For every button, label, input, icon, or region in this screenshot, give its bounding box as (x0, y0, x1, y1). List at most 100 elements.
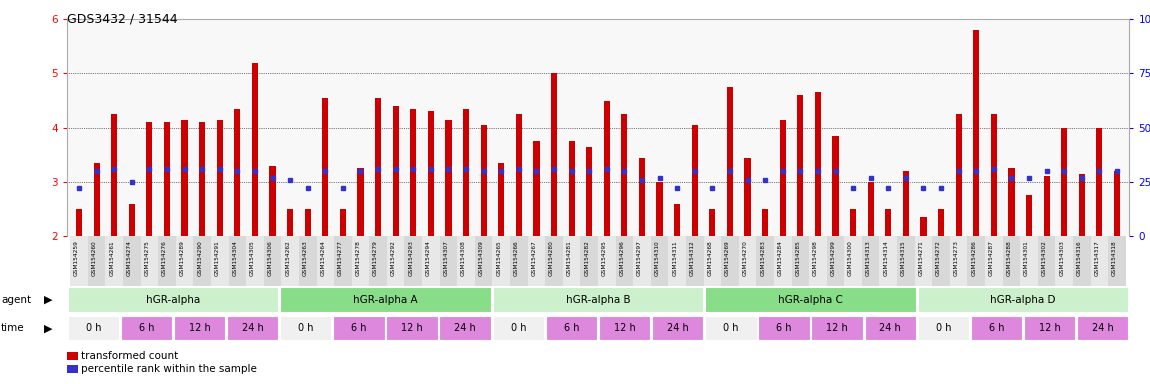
Bar (227, 316, 278, 340)
Text: 0 h: 0 h (85, 323, 101, 333)
Bar (668, 236, 685, 286)
Bar (1096, 127, 1103, 236)
Bar (880, 236, 897, 286)
Text: hGR-alpha D: hGR-alpha D (990, 295, 1056, 305)
Bar (652, 316, 704, 340)
Bar (112, 114, 117, 236)
Bar (551, 73, 557, 236)
Text: 24 h: 24 h (454, 323, 476, 333)
Text: GSM154286: GSM154286 (972, 240, 976, 276)
Bar (705, 287, 915, 312)
Bar (299, 236, 316, 286)
Bar (710, 209, 715, 236)
Bar (691, 125, 698, 236)
Text: GSM154312: GSM154312 (690, 240, 695, 276)
Bar (986, 236, 1003, 286)
Bar (1037, 236, 1056, 286)
Bar (246, 236, 263, 286)
Text: GSM154305: GSM154305 (250, 240, 255, 276)
Bar (281, 316, 331, 340)
Bar (634, 236, 651, 286)
Bar (865, 316, 915, 340)
Bar (352, 236, 369, 286)
Bar (176, 236, 193, 286)
Bar (106, 236, 123, 286)
Bar (411, 109, 416, 236)
Bar (511, 236, 528, 286)
Text: 0 h: 0 h (298, 323, 314, 333)
Text: GSM154299: GSM154299 (830, 240, 836, 276)
Bar (727, 87, 733, 236)
Text: GSM154291: GSM154291 (215, 240, 220, 276)
Bar (815, 93, 821, 236)
Bar (375, 98, 381, 236)
Bar (621, 114, 628, 236)
Bar (282, 236, 299, 286)
Bar (269, 166, 276, 236)
Bar (422, 236, 439, 286)
Bar (123, 236, 140, 286)
Bar (598, 236, 615, 286)
Bar (546, 316, 597, 340)
Text: GSM154304: GSM154304 (232, 240, 237, 276)
Bar (1090, 236, 1109, 286)
Bar (744, 157, 751, 236)
Bar (797, 95, 804, 236)
Text: hGR-alpha A: hGR-alpha A (353, 295, 417, 305)
Bar (439, 316, 491, 340)
Bar (305, 209, 310, 236)
Bar (704, 236, 721, 286)
Bar (492, 287, 704, 312)
Bar (791, 236, 810, 286)
Bar (216, 119, 223, 236)
Bar (1056, 236, 1073, 286)
Bar (991, 114, 997, 236)
Bar (93, 163, 100, 236)
Bar (174, 316, 225, 340)
Bar (182, 119, 187, 236)
Text: GSM154272: GSM154272 (936, 240, 941, 276)
Text: GSM154307: GSM154307 (444, 240, 449, 276)
Text: hGR-alpha B: hGR-alpha B (566, 295, 630, 305)
Bar (738, 236, 757, 286)
Text: GSM154278: GSM154278 (355, 240, 360, 276)
Text: GSM154275: GSM154275 (145, 240, 150, 276)
Bar (405, 236, 422, 286)
Bar (562, 236, 581, 286)
Bar (918, 316, 969, 340)
Bar (599, 316, 650, 340)
Bar (1079, 174, 1084, 236)
Text: GSM154280: GSM154280 (549, 240, 554, 276)
Bar (657, 182, 662, 236)
Text: GSM154263: GSM154263 (302, 240, 308, 276)
Text: GSM154282: GSM154282 (584, 240, 589, 276)
Text: percentile rank within the sample: percentile rank within the sample (81, 364, 256, 374)
Bar (651, 236, 668, 286)
Text: 6 h: 6 h (351, 323, 367, 333)
Bar (76, 209, 82, 236)
Text: agent: agent (1, 295, 31, 305)
Text: GSM154261: GSM154261 (109, 240, 114, 276)
Bar (445, 119, 452, 236)
Text: GSM154315: GSM154315 (900, 240, 906, 276)
Text: 6 h: 6 h (776, 323, 791, 333)
Text: GSM154265: GSM154265 (497, 240, 501, 276)
Text: 12 h: 12 h (826, 323, 848, 333)
Text: GSM154264: GSM154264 (321, 240, 325, 276)
Bar (903, 171, 908, 236)
Bar (140, 236, 159, 286)
Bar (322, 98, 329, 236)
Bar (392, 106, 399, 236)
Bar (674, 204, 681, 236)
Bar (1043, 177, 1050, 236)
Text: GSM154300: GSM154300 (848, 240, 853, 276)
Text: ▶: ▶ (44, 323, 52, 333)
Text: GSM154271: GSM154271 (919, 240, 923, 276)
Bar (229, 236, 246, 286)
Text: GDS3432 / 31544: GDS3432 / 31544 (67, 13, 177, 26)
Bar (492, 236, 511, 286)
Bar (774, 236, 791, 286)
Bar (586, 147, 592, 236)
Bar (335, 236, 352, 286)
Bar (263, 236, 282, 286)
